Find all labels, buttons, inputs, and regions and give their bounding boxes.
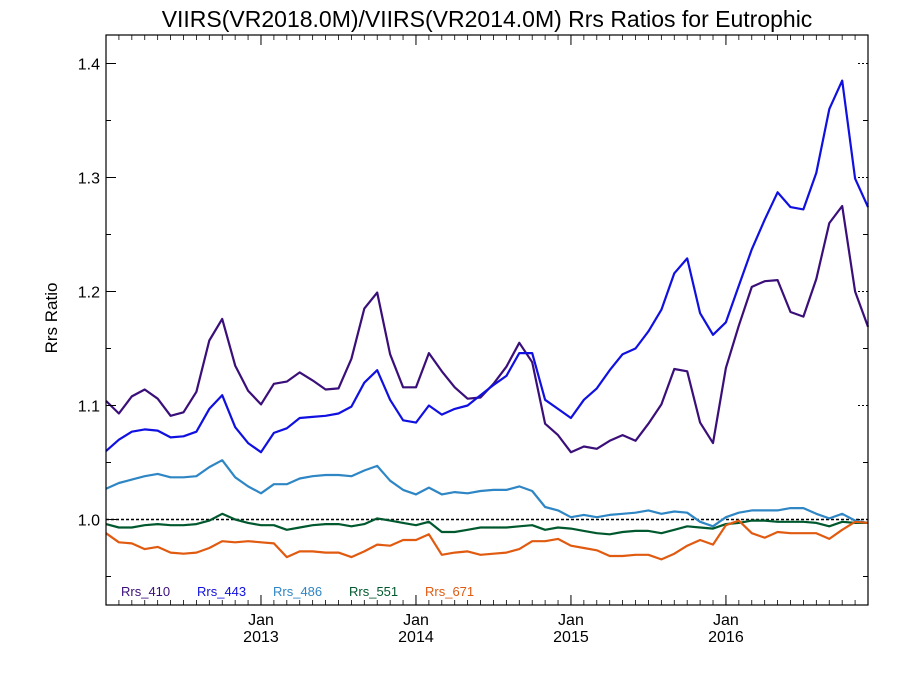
legend-item-rrs-551: Rrs_551 (349, 584, 398, 599)
x-tick-label-year: 2016 (708, 629, 744, 646)
series-layer (105, 79, 870, 561)
y-tick-label: 1.2 (78, 285, 100, 302)
y-tick-label: 1.4 (78, 57, 100, 74)
x-tick-label-month: Jan (713, 612, 739, 629)
chart-title: VIIRS(VR2018.0M)/VIIRS(VR2014.0M) Rrs Ra… (162, 6, 813, 32)
legend-item-rrs-486: Rrs_486 (273, 584, 322, 599)
x-tick-label-month: Jan (403, 612, 429, 629)
series-line-rrs-443 (105, 79, 870, 454)
x-tick-label-month: Jan (248, 612, 274, 629)
legend-item-rrs-671: Rrs_671 (425, 584, 474, 599)
y-tick-label: 1.1 (78, 399, 100, 416)
legend-item-rrs-410: Rrs_410 (121, 584, 170, 599)
y-tick-label: 1.3 (78, 171, 100, 188)
legend-item-rrs-443: Rrs_443 (197, 584, 246, 599)
x-tick-label-month: Jan (558, 612, 584, 629)
y-axis-label: Rrs Ratio (42, 283, 61, 354)
series-line-rrs-551 (105, 512, 868, 536)
y-tick-label: 1.0 (78, 513, 100, 530)
x-tick-label-year: 2013 (243, 629, 279, 646)
legend: Rrs_410 Rrs_443 Rrs_486 Rrs_551 Rrs_671 (121, 584, 474, 599)
x-tick-label-year: 2014 (398, 629, 434, 646)
plot-frame (105, 34, 869, 606)
series-line-rrs-671 (105, 519, 869, 561)
x-tick-label-year: 2015 (553, 629, 589, 646)
series-line-rrs-486 (105, 459, 869, 528)
axes-layer: 1.01.11.21.31.4Jan2013Jan2014Jan2015Jan2… (78, 34, 869, 646)
